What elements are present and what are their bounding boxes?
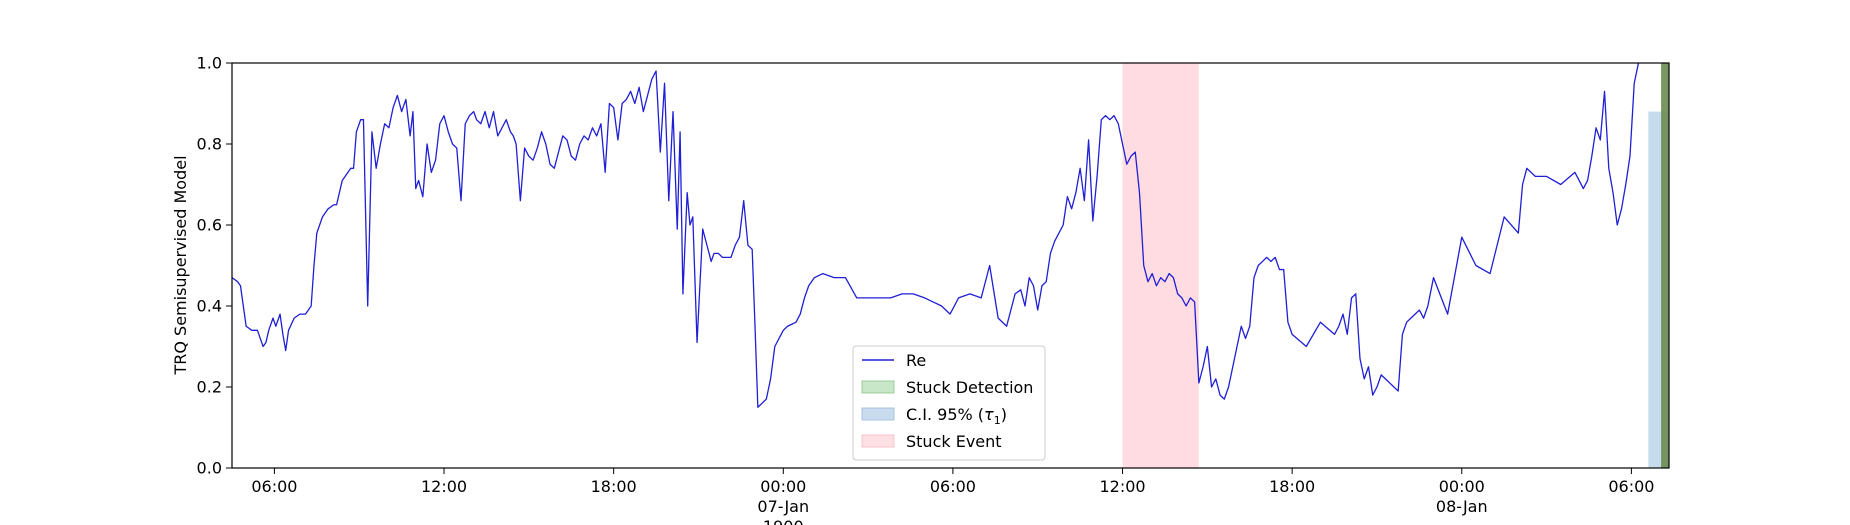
series-line-re <box>231 62 1640 408</box>
legend-label-stuck-detection: Stuck Detection <box>906 378 1033 397</box>
x-tick-date-label: 08-Jan <box>1436 497 1488 516</box>
y-axis: 0.0 0.2 0.4 0.6 0.8 1.0 <box>197 54 232 478</box>
legend-ci-tau: τ <box>984 405 994 424</box>
x-tick-label: 18:00 <box>591 477 637 496</box>
legend-swatch-ci <box>861 407 895 421</box>
legend-box <box>852 345 1046 461</box>
x-tick-date-label: 07-Jan <box>757 497 809 516</box>
y-tick-label: 1.0 <box>197 54 222 73</box>
y-tick-label: 0.8 <box>197 135 222 154</box>
y-tick-label: 0.6 <box>197 216 222 235</box>
legend-label-ci: C.I. 95% (τ1) <box>906 405 1007 427</box>
x-tick-label: 12:00 <box>1099 477 1145 496</box>
legend-ci-close: ) <box>1001 405 1007 424</box>
x-tick-label: 18:00 <box>1269 477 1315 496</box>
y-tick-label: 0.2 <box>197 378 222 397</box>
y-axis-label: TRQ Semisupervised Model <box>171 155 190 375</box>
x-tick-label: 06:00 <box>930 477 976 496</box>
x-tick-date-label: 1900 <box>763 517 804 525</box>
legend-ci-subscript: 1 <box>994 414 1001 427</box>
x-tick-label: 06:00 <box>251 477 297 496</box>
span-stuck-detection <box>1661 63 1669 468</box>
x-axis: 06:0012:0018:0000:0007-Jan190006:0012:00… <box>251 468 1654 525</box>
x-tick-label: 12:00 <box>421 477 467 496</box>
y-tick-label: 0.4 <box>197 297 222 316</box>
legend-label-re: Re <box>906 351 926 370</box>
y-tick-label: 0.0 <box>197 459 222 478</box>
series-layer <box>231 62 1640 408</box>
legend-swatch-stuck-detection <box>861 380 895 394</box>
span-stuck-event <box>1122 63 1199 468</box>
legend-ci-prefix: C.I. 95% ( <box>906 405 984 424</box>
plot-frame <box>231 62 1670 469</box>
shaded-spans <box>1122 63 1669 468</box>
x-tick-label: 06:00 <box>1608 477 1654 496</box>
legend-swatch-stuck-event <box>861 434 895 448</box>
x-tick-label: 00:00 <box>760 477 806 496</box>
legend: Re Stuck Detection C.I. 95% (τ1) Stuck E… <box>852 345 1046 461</box>
legend-label-stuck-event: Stuck Event <box>906 432 1002 451</box>
x-tick-label: 00:00 <box>1439 477 1485 496</box>
